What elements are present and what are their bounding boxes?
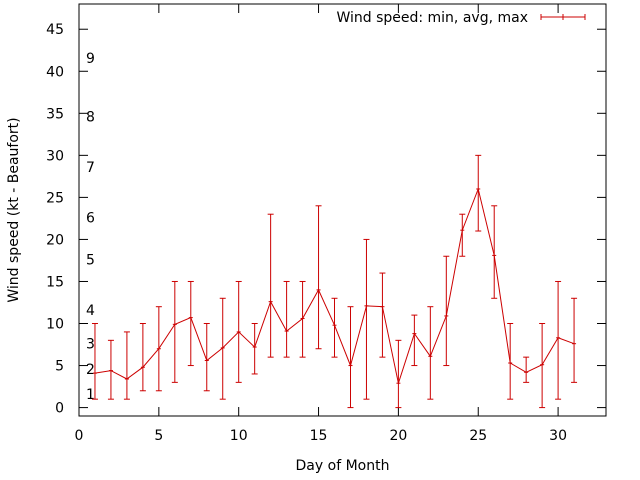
y-tick-label: 35 [46, 106, 64, 122]
y-tick-label: 20 [46, 232, 64, 248]
y-tick-label: 0 [55, 401, 64, 417]
y-tick-label: 45 [46, 22, 64, 38]
y-tick-label: 25 [46, 190, 64, 206]
beaufort-label: 3 [86, 337, 95, 353]
beaufort-label: 2 [86, 362, 95, 378]
data-series [91, 154, 578, 409]
x-tick-label: 10 [230, 428, 248, 444]
y-tick-label: 15 [46, 274, 64, 290]
beaufort-label: 4 [86, 303, 95, 319]
y-tick-label: 40 [46, 64, 64, 80]
plot-frame [78, 3, 607, 417]
x-tick-label: 5 [154, 428, 163, 444]
x-tick-label: 30 [549, 428, 567, 444]
x-tick-label: 20 [389, 428, 407, 444]
beaufort-scale-labels: 1 2 3 4 5 6 7 8 9 [86, 51, 95, 403]
x-tick-label: 25 [469, 428, 487, 444]
y-tick-label: 10 [46, 317, 64, 333]
beaufort-label: 5 [86, 253, 95, 269]
beaufort-label: 8 [86, 110, 95, 126]
beaufort-label: 9 [86, 51, 95, 67]
beaufort-label: 7 [86, 160, 95, 176]
x-tick-label: 0 [75, 428, 84, 444]
beaufort-label: 1 [86, 387, 95, 403]
x-axis-title: Day of Month [296, 458, 390, 474]
y-axis-title: Wind speed (kt - Beaufort) [6, 117, 22, 302]
legend-label: Wind speed: min, avg, max [336, 10, 528, 26]
y-tick-label: 30 [46, 148, 64, 164]
beaufort-label: 6 [86, 211, 95, 227]
y-tick-label: 5 [55, 359, 64, 375]
x-tick-label: 15 [310, 428, 328, 444]
legend: Wind speed: min, avg, max [336, 10, 586, 26]
